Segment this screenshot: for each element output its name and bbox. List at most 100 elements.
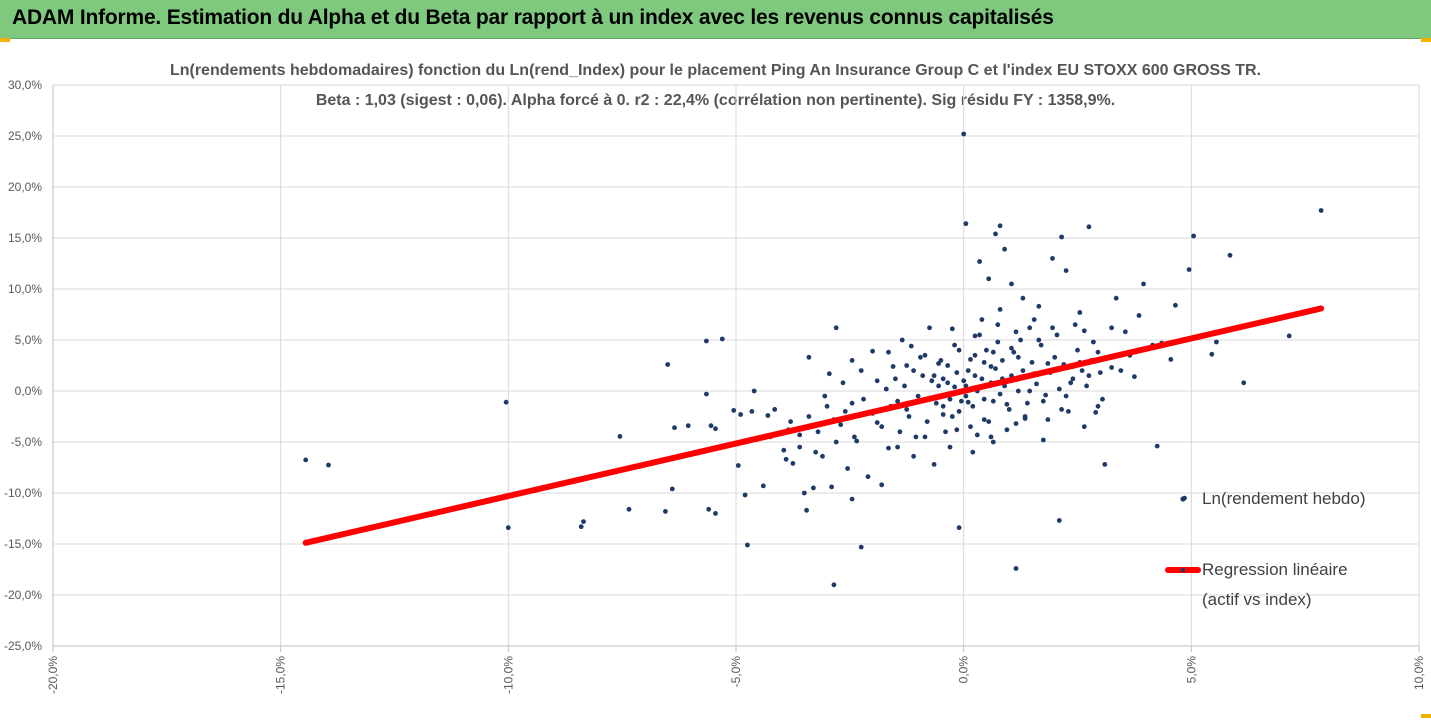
data-point <box>918 354 923 360</box>
data-point <box>956 409 962 414</box>
data-point <box>811 485 816 491</box>
data-point <box>886 445 891 451</box>
x-tick-label: 10,0% <box>1412 656 1426 690</box>
data-point <box>879 482 885 488</box>
data-point <box>965 399 971 405</box>
data-point <box>1054 332 1060 338</box>
data-point <box>833 325 839 331</box>
y-tick-label: -5,0% <box>11 435 43 449</box>
x-tick-label: -20,0% <box>46 656 60 694</box>
data-point <box>988 434 994 440</box>
corner-marker-right <box>1421 38 1431 42</box>
data-point <box>1009 281 1014 287</box>
data-point <box>790 461 796 466</box>
data-point <box>1013 329 1019 335</box>
data-point <box>1056 386 1062 392</box>
data-point <box>874 378 880 384</box>
data-point <box>806 354 812 360</box>
grid-layer <box>52 84 1420 647</box>
data-point <box>981 417 987 422</box>
y-tick-label: 30,0% <box>8 78 42 92</box>
data-point <box>911 368 916 373</box>
data-point <box>1031 317 1037 322</box>
data-point <box>956 525 962 531</box>
data-point <box>858 544 864 550</box>
data-point <box>829 484 834 490</box>
data-point <box>861 396 866 402</box>
data-point <box>840 380 846 386</box>
data-point <box>954 370 960 375</box>
data-point <box>713 426 718 432</box>
regression-layer <box>302 305 1325 546</box>
chart-subtitle: Beta : 1,03 (sigest : 0,06). Alpha forcé… <box>315 92 1116 109</box>
data-point <box>1015 354 1021 360</box>
data-point <box>947 444 953 450</box>
y-tick-label: 15,0% <box>8 231 42 245</box>
data-point <box>1020 295 1026 301</box>
data-point <box>940 412 946 417</box>
data-point <box>1109 365 1114 370</box>
data-point <box>979 376 985 382</box>
data-point <box>804 507 809 513</box>
corner-marker-bottom-right <box>1421 714 1431 718</box>
legend-label-regression-line1: Regression linéaire <box>1202 560 1348 579</box>
data-point <box>1097 370 1103 375</box>
data-point <box>738 412 743 417</box>
data-point <box>826 371 832 377</box>
data-point <box>986 419 992 424</box>
data-point <box>1013 566 1019 571</box>
data-point <box>995 339 1001 345</box>
data-point <box>669 486 675 492</box>
data-point <box>742 492 748 498</box>
legend-label-regression-line2: (actif vs index) <box>1202 590 1312 609</box>
data-point <box>815 429 821 435</box>
data-point <box>849 400 855 406</box>
data-point <box>945 363 951 368</box>
data-point <box>858 368 864 373</box>
data-point <box>1038 342 1044 348</box>
legend-marker-regression-dot <box>1180 567 1186 573</box>
data-point <box>920 373 926 379</box>
data-point <box>963 221 969 227</box>
data-point <box>895 444 900 450</box>
data-point <box>1066 409 1071 414</box>
data-point <box>849 358 855 363</box>
data-point <box>1029 360 1035 365</box>
data-point <box>303 457 309 463</box>
data-point <box>959 398 964 404</box>
data-point <box>997 223 1003 229</box>
data-point <box>1045 417 1051 422</box>
banner-title: ADAM Informe. Estimation du Alpha et du … <box>12 6 1054 29</box>
data-point <box>820 453 825 459</box>
data-point <box>972 333 978 339</box>
data-point <box>1136 313 1142 318</box>
data-point <box>1027 388 1033 394</box>
data-point <box>672 425 677 431</box>
data-point <box>931 373 937 379</box>
data-point <box>1013 421 1019 426</box>
data-point <box>981 360 987 365</box>
data-point <box>993 366 998 371</box>
data-point <box>940 376 946 382</box>
data-point <box>1056 518 1062 523</box>
data-point <box>1079 368 1085 373</box>
data-point <box>503 399 509 405</box>
y-tick-label: -20,0% <box>4 588 42 602</box>
data-point <box>1075 347 1080 353</box>
data-point <box>993 231 998 237</box>
data-point <box>1059 407 1064 412</box>
data-point <box>1122 329 1128 335</box>
corner-marker-left <box>0 38 10 42</box>
data-point <box>915 393 921 399</box>
data-point <box>1191 233 1196 239</box>
data-point <box>704 338 709 344</box>
data-point <box>822 393 828 399</box>
data-point <box>706 506 712 512</box>
data-point <box>1050 256 1055 261</box>
data-point <box>1318 208 1324 213</box>
data-point <box>922 434 928 440</box>
data-point <box>977 259 982 264</box>
data-point <box>760 483 766 489</box>
data-point <box>961 378 967 384</box>
